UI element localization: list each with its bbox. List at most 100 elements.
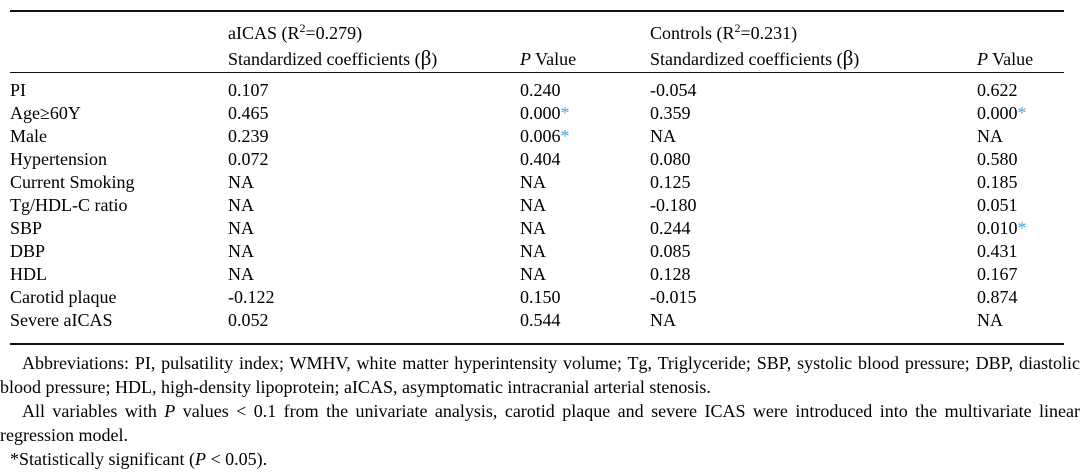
cell-beta-aicas: 0.239: [228, 126, 269, 146]
table-column-header-row: Standardized coefficients (β) P Value St…: [10, 46, 1065, 73]
column-header-pvalue-aicas: P Value: [520, 46, 650, 73]
column-header-coefficients-controls: Standardized coefficients (β): [650, 46, 977, 73]
cell-p-controls: 0.167: [977, 263, 1064, 286]
cell-beta-controls: NA: [650, 126, 676, 146]
group-title-text: Controls (R: [650, 23, 735, 43]
cell-p-controls: NA: [977, 125, 1064, 148]
table-row: Male 0.239 0.006* NA NA: [10, 125, 1064, 148]
cell-beta-aicas: -0.122: [228, 287, 275, 307]
p-italic: P: [164, 401, 176, 421]
cell-variable: Tg/HDL-C ratio: [10, 195, 128, 215]
empty-header-cell: [10, 46, 228, 73]
p-value: 0.404: [520, 149, 561, 169]
p-value: 0.580: [977, 149, 1018, 169]
r-squared-superscript: 2: [299, 21, 306, 35]
cell-beta-aicas: NA: [228, 241, 254, 261]
table-row: PI 0.107 0.240 -0.054 0.622: [10, 73, 1064, 103]
cell-beta-aicas: NA: [228, 264, 254, 284]
cell-beta-aicas: 0.052: [228, 310, 269, 330]
table-row: HDL NA NA 0.128 0.167: [10, 263, 1064, 286]
r-squared-superscript: 2: [734, 21, 741, 35]
cell-beta-aicas: 0.465: [228, 103, 269, 123]
p-value: NA: [520, 264, 546, 284]
cell-p-aicas: NA: [520, 240, 650, 263]
footnote-abbreviations: Abbreviations: PI, pulsatility index; WM…: [0, 353, 1080, 397]
footnote-significance: *Statistically significant (P < 0.05).: [0, 447, 1080, 471]
cell-variable: Severe aICAS: [10, 310, 113, 330]
column-header-coefficients-aicas: Standardized coefficients (β): [228, 46, 520, 73]
cell-variable: Age≥60Y: [10, 103, 81, 123]
cell-p-aicas: NA: [520, 194, 650, 217]
cell-beta-controls: 0.128: [650, 264, 691, 284]
table-row: Tg/HDL-C ratio NA NA -0.180 0.051: [10, 194, 1064, 217]
cell-p-controls: 0.622: [977, 73, 1064, 103]
cell-p-controls: NA: [977, 309, 1064, 344]
cell-variable: Carotid plaque: [10, 287, 117, 307]
p-value: 0.167: [977, 264, 1018, 284]
table-row: Severe aICAS 0.052 0.544 NA NA: [10, 309, 1064, 344]
group-header-aicas: aICAS (R2=0.279): [228, 11, 650, 46]
empty-header-cell: [10, 11, 228, 46]
coef-header-text: ): [853, 49, 860, 69]
cell-p-controls: 0.874: [977, 286, 1064, 309]
p-value: NA: [520, 241, 546, 261]
table-row: Carotid plaque -0.122 0.150 -0.015 0.874: [10, 286, 1064, 309]
p-rest: Value: [531, 49, 577, 69]
p-value: 0.000: [520, 103, 561, 123]
significance-asterisk: *: [1017, 218, 1027, 238]
p-value: NA: [977, 126, 1003, 146]
cell-p-aicas: NA: [520, 171, 650, 194]
cell-p-aicas: 0.006*: [520, 125, 650, 148]
footnote-text: < 0.05).: [205, 449, 268, 469]
cell-p-controls: 0.185: [977, 171, 1064, 194]
table-row: Hypertension 0.072 0.404 0.080 0.580: [10, 148, 1064, 171]
cell-p-aicas: 0.150: [520, 286, 650, 309]
significance-asterisk: *: [1017, 103, 1027, 123]
coef-header-text: ): [431, 49, 438, 69]
beta-symbol: β: [420, 46, 432, 70]
cell-p-aicas: 0.000*: [520, 102, 650, 125]
table-row: Current Smoking NA NA 0.125 0.185: [10, 171, 1064, 194]
p-italic: P: [977, 49, 988, 69]
table-row: DBP NA NA 0.085 0.431: [10, 240, 1064, 263]
p-value: 0.431: [977, 241, 1018, 261]
p-value: NA: [520, 218, 546, 238]
cell-p-aicas: 0.240: [520, 73, 650, 103]
cell-p-controls: 0.580: [977, 148, 1064, 171]
cell-p-aicas: 0.544: [520, 309, 650, 344]
cell-beta-controls: 0.080: [650, 149, 691, 169]
cell-beta-aicas: 0.072: [228, 149, 269, 169]
coef-header-text: Standardized coefficients (: [228, 49, 421, 69]
column-header-pvalue-controls: P Value: [977, 46, 1065, 73]
p-value: 0.150: [520, 287, 561, 307]
cell-p-aicas: NA: [520, 217, 650, 240]
cell-variable: Current Smoking: [10, 172, 135, 192]
significance-asterisk: *: [560, 103, 570, 123]
p-value: 0.622: [977, 80, 1018, 100]
cell-variable: HDL: [10, 264, 47, 284]
cell-beta-controls: 0.085: [650, 241, 691, 261]
cell-beta-controls: 0.125: [650, 172, 691, 192]
cell-variable: Male: [10, 126, 47, 146]
cell-variable: DBP: [10, 241, 46, 261]
p-value: 0.051: [977, 195, 1018, 215]
group-title-text: =0.279): [305, 23, 363, 43]
group-title-text: =0.231): [740, 23, 798, 43]
cell-beta-controls: -0.015: [650, 287, 697, 307]
cell-beta-controls: 0.244: [650, 218, 691, 238]
beta-symbol: β: [842, 46, 854, 70]
cell-beta-controls: -0.054: [650, 80, 697, 100]
p-value: 0.185: [977, 172, 1018, 192]
p-value: NA: [520, 195, 546, 215]
significance-asterisk: *: [560, 126, 570, 146]
table-row: Age≥60Y 0.465 0.000* 0.359 0.000*: [10, 102, 1064, 125]
footnote-text: values < 0.1 from the univariate analysi…: [0, 401, 1080, 445]
group-title-text: aICAS (R: [228, 23, 300, 43]
p-italic: P: [194, 449, 206, 469]
p-value: NA: [977, 310, 1003, 330]
p-value: 0.544: [520, 310, 561, 330]
cell-variable: PI: [10, 80, 27, 100]
p-italic: P: [520, 49, 531, 69]
cell-variable: SBP: [10, 218, 43, 238]
cell-p-controls: 0.051: [977, 194, 1064, 217]
